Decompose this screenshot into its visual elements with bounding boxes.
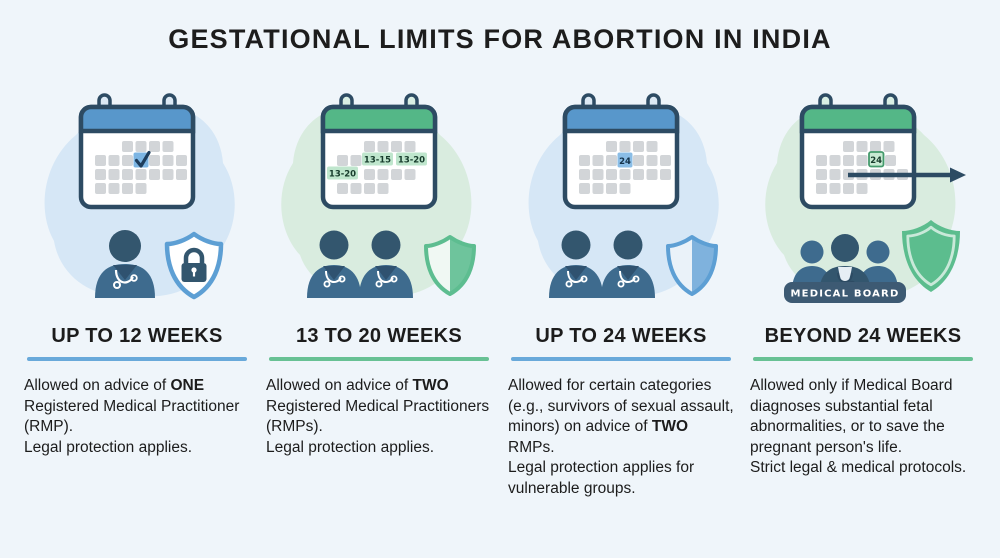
doctor-icon bbox=[307, 230, 361, 298]
desc-bold: ONE bbox=[170, 377, 205, 394]
arrow-right-icon bbox=[848, 167, 966, 183]
infographic-title: GESTATIONAL LIMITS FOR ABORTION IN INDIA bbox=[168, 24, 832, 54]
heading-underline bbox=[27, 357, 247, 361]
card-description: Allowed on advice of TWO Registered Medi… bbox=[266, 376, 492, 458]
heading-underline bbox=[269, 357, 489, 361]
desc-text: Registered Medical Practitioners (RMPs).… bbox=[266, 397, 490, 456]
card-heading: 13 TO 20 WEEKS bbox=[295, 325, 463, 347]
desc-text: Registered Medical Practitioner (RMP). L… bbox=[24, 397, 240, 456]
card-heading: UP TO 12 WEEKS bbox=[51, 325, 223, 347]
two-doctors-icon bbox=[307, 230, 413, 298]
svg-text:24: 24 bbox=[619, 157, 631, 167]
shield-half-green-icon bbox=[424, 235, 476, 296]
calendar-ranges-icon: 13-15 13-20 13-20 bbox=[320, 93, 438, 210]
medical-board-badge: MEDICAL BOARD bbox=[784, 282, 906, 303]
calendar-grid bbox=[579, 141, 671, 194]
card-heading: BEYOND 24 WEEKS bbox=[764, 325, 962, 347]
svg-text:13-20: 13-20 bbox=[329, 170, 356, 180]
highlight-day-24: 24 bbox=[868, 151, 885, 168]
shield-solid-green-icon bbox=[902, 220, 960, 292]
desc-text: RMPs. Legal protection applies for vulne… bbox=[508, 438, 695, 498]
illustration-13-20-weeks-svg: 13-15 13-20 13-20 bbox=[281, 93, 476, 298]
calendar-day-icon: 24 bbox=[562, 93, 680, 210]
medical-board-group-icon: MEDICAL BOARD bbox=[784, 234, 906, 303]
heading-underline bbox=[753, 357, 973, 361]
doctor-icon bbox=[601, 230, 655, 298]
shield-half-blue-icon bbox=[666, 235, 718, 296]
illustration-beyond-24-weeks-svg: 24 bbox=[765, 93, 966, 303]
range-label-13-15: 13-15 bbox=[362, 152, 393, 166]
card-heading: UP TO 24 WEEKS bbox=[535, 325, 707, 347]
svg-text:24: 24 bbox=[870, 156, 882, 166]
desc-text: Allowed on advice of bbox=[266, 377, 413, 394]
doctor-icon bbox=[549, 230, 603, 298]
desc-text: Allowed only if Medical Board diagnoses … bbox=[750, 377, 967, 477]
desc-bold: TWO bbox=[412, 377, 449, 394]
illustration-13-20-weeks: 13-15 13-20 13-20 bbox=[264, 89, 494, 309]
desc-text: Allowed on advice of bbox=[24, 377, 171, 394]
card-description: Allowed for certain categories (e.g., su… bbox=[508, 376, 734, 500]
calendar-grid bbox=[95, 141, 187, 194]
calendar-day-arrow-icon: 24 bbox=[799, 93, 966, 210]
svg-text:MEDICAL BOARD: MEDICAL BOARD bbox=[791, 289, 900, 300]
illustration-12-weeks-svg bbox=[44, 93, 235, 300]
range-label-13-20: 13-20 bbox=[396, 152, 427, 166]
illustration-24-weeks-svg: 24 bbox=[528, 93, 719, 298]
doctor-icon bbox=[359, 230, 413, 298]
card-description: Allowed on advice of ONE Registered Medi… bbox=[24, 376, 250, 458]
calendar-check-icon bbox=[78, 93, 196, 210]
desc-bold: TWO bbox=[651, 418, 689, 436]
svg-text:13-15: 13-15 bbox=[364, 156, 391, 166]
range-label-13-20-b: 13-20 bbox=[327, 166, 358, 180]
illustration-beyond-24-weeks: 24 bbox=[748, 89, 978, 309]
card-13-to-20-weeks: 13-15 13-20 13-20 bbox=[264, 89, 494, 500]
card-description: Allowed only if Medical Board diagnoses … bbox=[750, 376, 976, 479]
heading-underline bbox=[511, 357, 731, 361]
desc-text: Allowed for certain categories (e.g., su… bbox=[508, 377, 734, 436]
cards-row: UP TO 12 WEEKS Allowed on advice of ONE … bbox=[0, 89, 1000, 500]
doctor-icon bbox=[95, 230, 155, 298]
illustration-24-weeks: 24 bbox=[506, 89, 736, 309]
svg-text:13-20: 13-20 bbox=[398, 156, 425, 166]
check-icon bbox=[134, 150, 151, 168]
calendar-grid bbox=[337, 141, 416, 194]
highlight-day-24: 24 bbox=[617, 152, 633, 168]
shield-lock-icon bbox=[164, 231, 224, 300]
card-up-to-12-weeks: UP TO 12 WEEKS Allowed on advice of ONE … bbox=[22, 89, 252, 500]
two-doctors-icon bbox=[549, 230, 655, 298]
illustration-12-weeks bbox=[22, 89, 252, 309]
card-beyond-24-weeks: 24 bbox=[748, 89, 978, 500]
card-up-to-24-weeks: 24 bbox=[506, 89, 736, 500]
